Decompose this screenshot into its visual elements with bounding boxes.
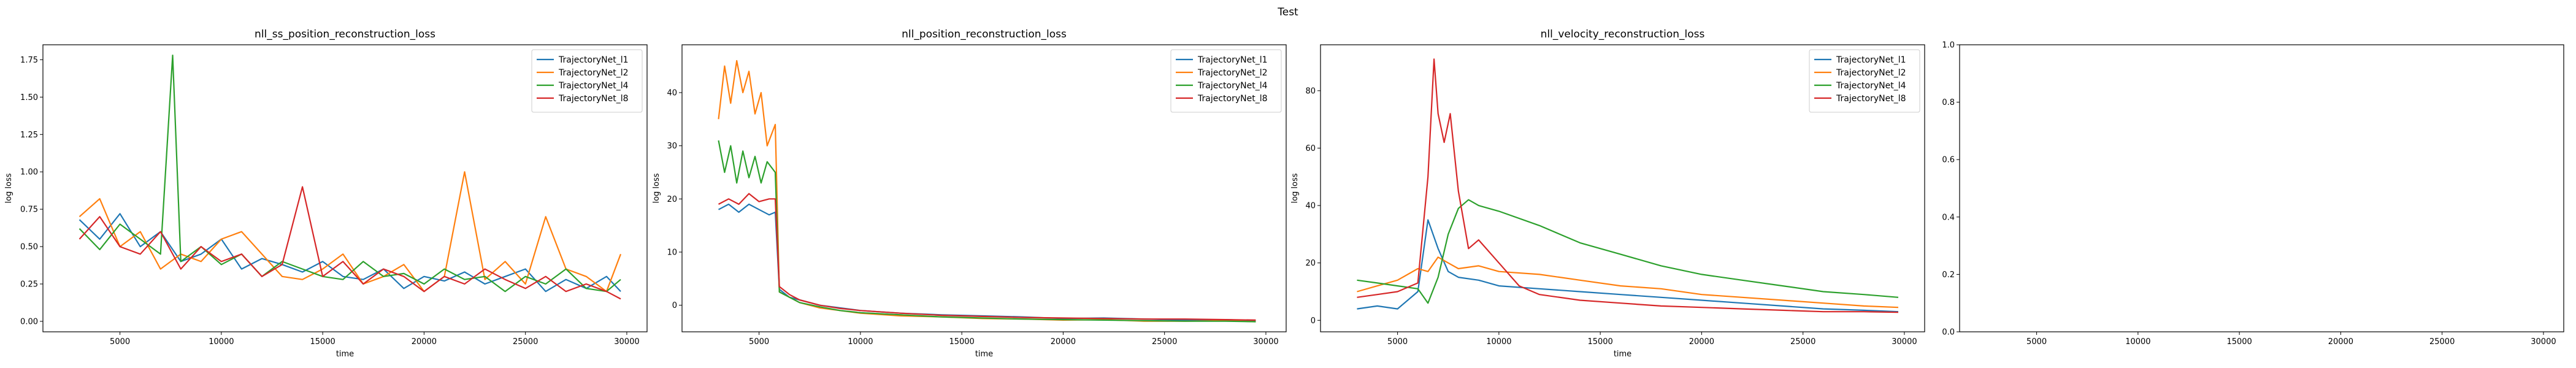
legend: TrajectoryNet_l1 TrajectoryNet_l2 Trajecto… [1809, 49, 1920, 113]
legend-label: TrajectoryNet_l4 [1197, 81, 1268, 91]
x-tick-label: 10000 [848, 337, 873, 347]
axes-frame [42, 44, 648, 332]
y-tick-label: 0.4 [1942, 213, 1955, 222]
y-tick-label: 0.25 [20, 280, 38, 289]
panel-title: nll_velocity_reconstruction_loss [1541, 28, 1705, 40]
x-tick-label: 15000 [2226, 337, 2252, 347]
legend-box [531, 49, 643, 113]
y-tick-label: 0.00 [20, 317, 38, 326]
legend-box [1809, 49, 1920, 113]
legend-label: TrajectoryNet_l2 [1836, 68, 1906, 78]
y-tick-label: 30 [667, 142, 677, 151]
series-line-TrajectoryNet_l4 [718, 140, 1256, 323]
panel-title: nll_position_reconstruction_loss [902, 28, 1067, 40]
series-line-TrajectoryNet_l8 [79, 186, 621, 300]
legend-label: TrajectoryNet_l8 [558, 94, 629, 104]
series-line-TrajectoryNet_l8 [1357, 58, 1899, 313]
x-tick-label: 5000 [110, 337, 130, 347]
legend: TrajectoryNet_l1 TrajectoryNet_l2 Trajecto… [1170, 49, 1282, 113]
x-tick-label: 30000 [614, 337, 639, 347]
x-tick-label: 5000 [749, 337, 769, 347]
legend-label: TrajectoryNet_l1 [1197, 55, 1268, 65]
series-line-TrajectoryNet_l2 [1357, 256, 1899, 309]
y-tick-label: 20 [667, 195, 677, 204]
y-tick-label: 1.25 [20, 131, 38, 140]
series-line-TrajectoryNet_l2 [79, 171, 622, 293]
axes-frame [1320, 44, 1925, 332]
y-tick-label: 1.75 [20, 56, 38, 65]
y-tick-label: 20 [1305, 259, 1316, 268]
y-tick-label: 40 [1305, 202, 1316, 211]
panel-1: 5000 10000 15000 20000 25000 30000 0.00 0.25 0.5… [4, 28, 648, 359]
panel-title: nll_ss_position_reconstruction_loss [255, 28, 435, 40]
x-tick-label: 25000 [2429, 337, 2455, 347]
y-tick-label: 1.0 [1942, 41, 1955, 50]
y-tick-label: 0 [1311, 316, 1316, 326]
x-tick-label: 25000 [1152, 337, 1177, 347]
x-axis-label: time [1614, 350, 1631, 359]
y-tick-label: 0.8 [1942, 98, 1955, 107]
y-axis-label: log loss [4, 173, 13, 203]
x-tick-label: 25000 [513, 337, 538, 347]
legend-label: TrajectoryNet_l4 [558, 81, 629, 91]
x-tick-label: 15000 [310, 337, 335, 347]
x-tick-label: 15000 [1587, 337, 1612, 347]
x-tick-label: 30000 [1253, 337, 1278, 347]
x-tick-label: 10000 [2125, 337, 2150, 347]
series-line-TrajectoryNet_l4 [79, 54, 621, 293]
legend-label: TrajectoryNet_l8 [1197, 94, 1268, 104]
series-line-TrajectoryNet_l1 [718, 203, 1256, 321]
axes-frame [1959, 44, 2564, 332]
panel-3: 5000 10000 15000 20000 25000 30000 0 20 40 60 80 nl… [1290, 28, 1925, 359]
y-tick-label: 0.75 [20, 205, 38, 215]
y-axis-label: log loss [652, 173, 661, 203]
x-tick-label: 5000 [2026, 337, 2047, 347]
x-tick-label: 30000 [2531, 337, 2556, 347]
legend-label: TrajectoryNet_l2 [558, 68, 629, 78]
x-tick-label: 25000 [1790, 337, 1815, 347]
x-tick-label: 10000 [1486, 337, 1511, 347]
y-tick-label: 60 [1305, 144, 1316, 153]
series-line-TrajectoryNet_l8 [718, 193, 1256, 321]
x-tick-label: 15000 [949, 337, 974, 347]
panel-4: 5000 10000 15000 20000 25000 30000 0.0 0.2 0.4 0.… [1942, 41, 2564, 347]
y-tick-label: 80 [1305, 86, 1316, 96]
panel-2: 5000 10000 15000 20000 25000 30000 0 10 20 30 40 nl… [652, 28, 1287, 359]
y-tick-label: 0.6 [1942, 156, 1955, 165]
legend-label: TrajectoryNet_l1 [558, 55, 629, 65]
axes-frame [681, 44, 1287, 332]
x-tick-label: 5000 [1387, 337, 1408, 347]
x-tick-label: 20000 [2328, 337, 2353, 347]
x-tick-label: 20000 [1689, 337, 1714, 347]
y-tick-label: 0 [672, 301, 677, 310]
figure-suptitle: Test [1278, 6, 1298, 18]
legend-box [1170, 49, 1282, 113]
y-tick-label: 10 [667, 248, 677, 258]
legend-label: TrajectoryNet_l1 [1836, 55, 1906, 65]
y-tick-label: 1.00 [20, 168, 38, 177]
legend-label: TrajectoryNet_l2 [1197, 68, 1268, 78]
y-axis-label: log loss [1290, 173, 1300, 203]
x-tick-label: 10000 [209, 337, 234, 347]
y-tick-label: 0.2 [1942, 270, 1955, 280]
y-tick-label: 1.50 [20, 93, 38, 102]
y-tick-label: 40 [667, 89, 677, 98]
x-tick-label: 30000 [1892, 337, 1917, 347]
x-axis-label: time [975, 350, 993, 359]
legend: TrajectoryNet_l1 TrajectoryNet_l2 Trajecto… [531, 49, 643, 113]
x-tick-label: 20000 [412, 337, 437, 347]
x-tick-label: 20000 [1051, 337, 1076, 347]
legend-label: TrajectoryNet_l8 [1836, 94, 1906, 104]
legend-label: TrajectoryNet_l4 [1836, 81, 1906, 91]
series-line-TrajectoryNet_l4 [1357, 199, 1899, 304]
y-tick-label: 0.50 [20, 243, 38, 252]
x-axis-label: time [336, 350, 354, 359]
y-tick-label: 0.0 [1942, 328, 1955, 337]
series-line-TrajectoryNet_l1 [1357, 219, 1899, 313]
